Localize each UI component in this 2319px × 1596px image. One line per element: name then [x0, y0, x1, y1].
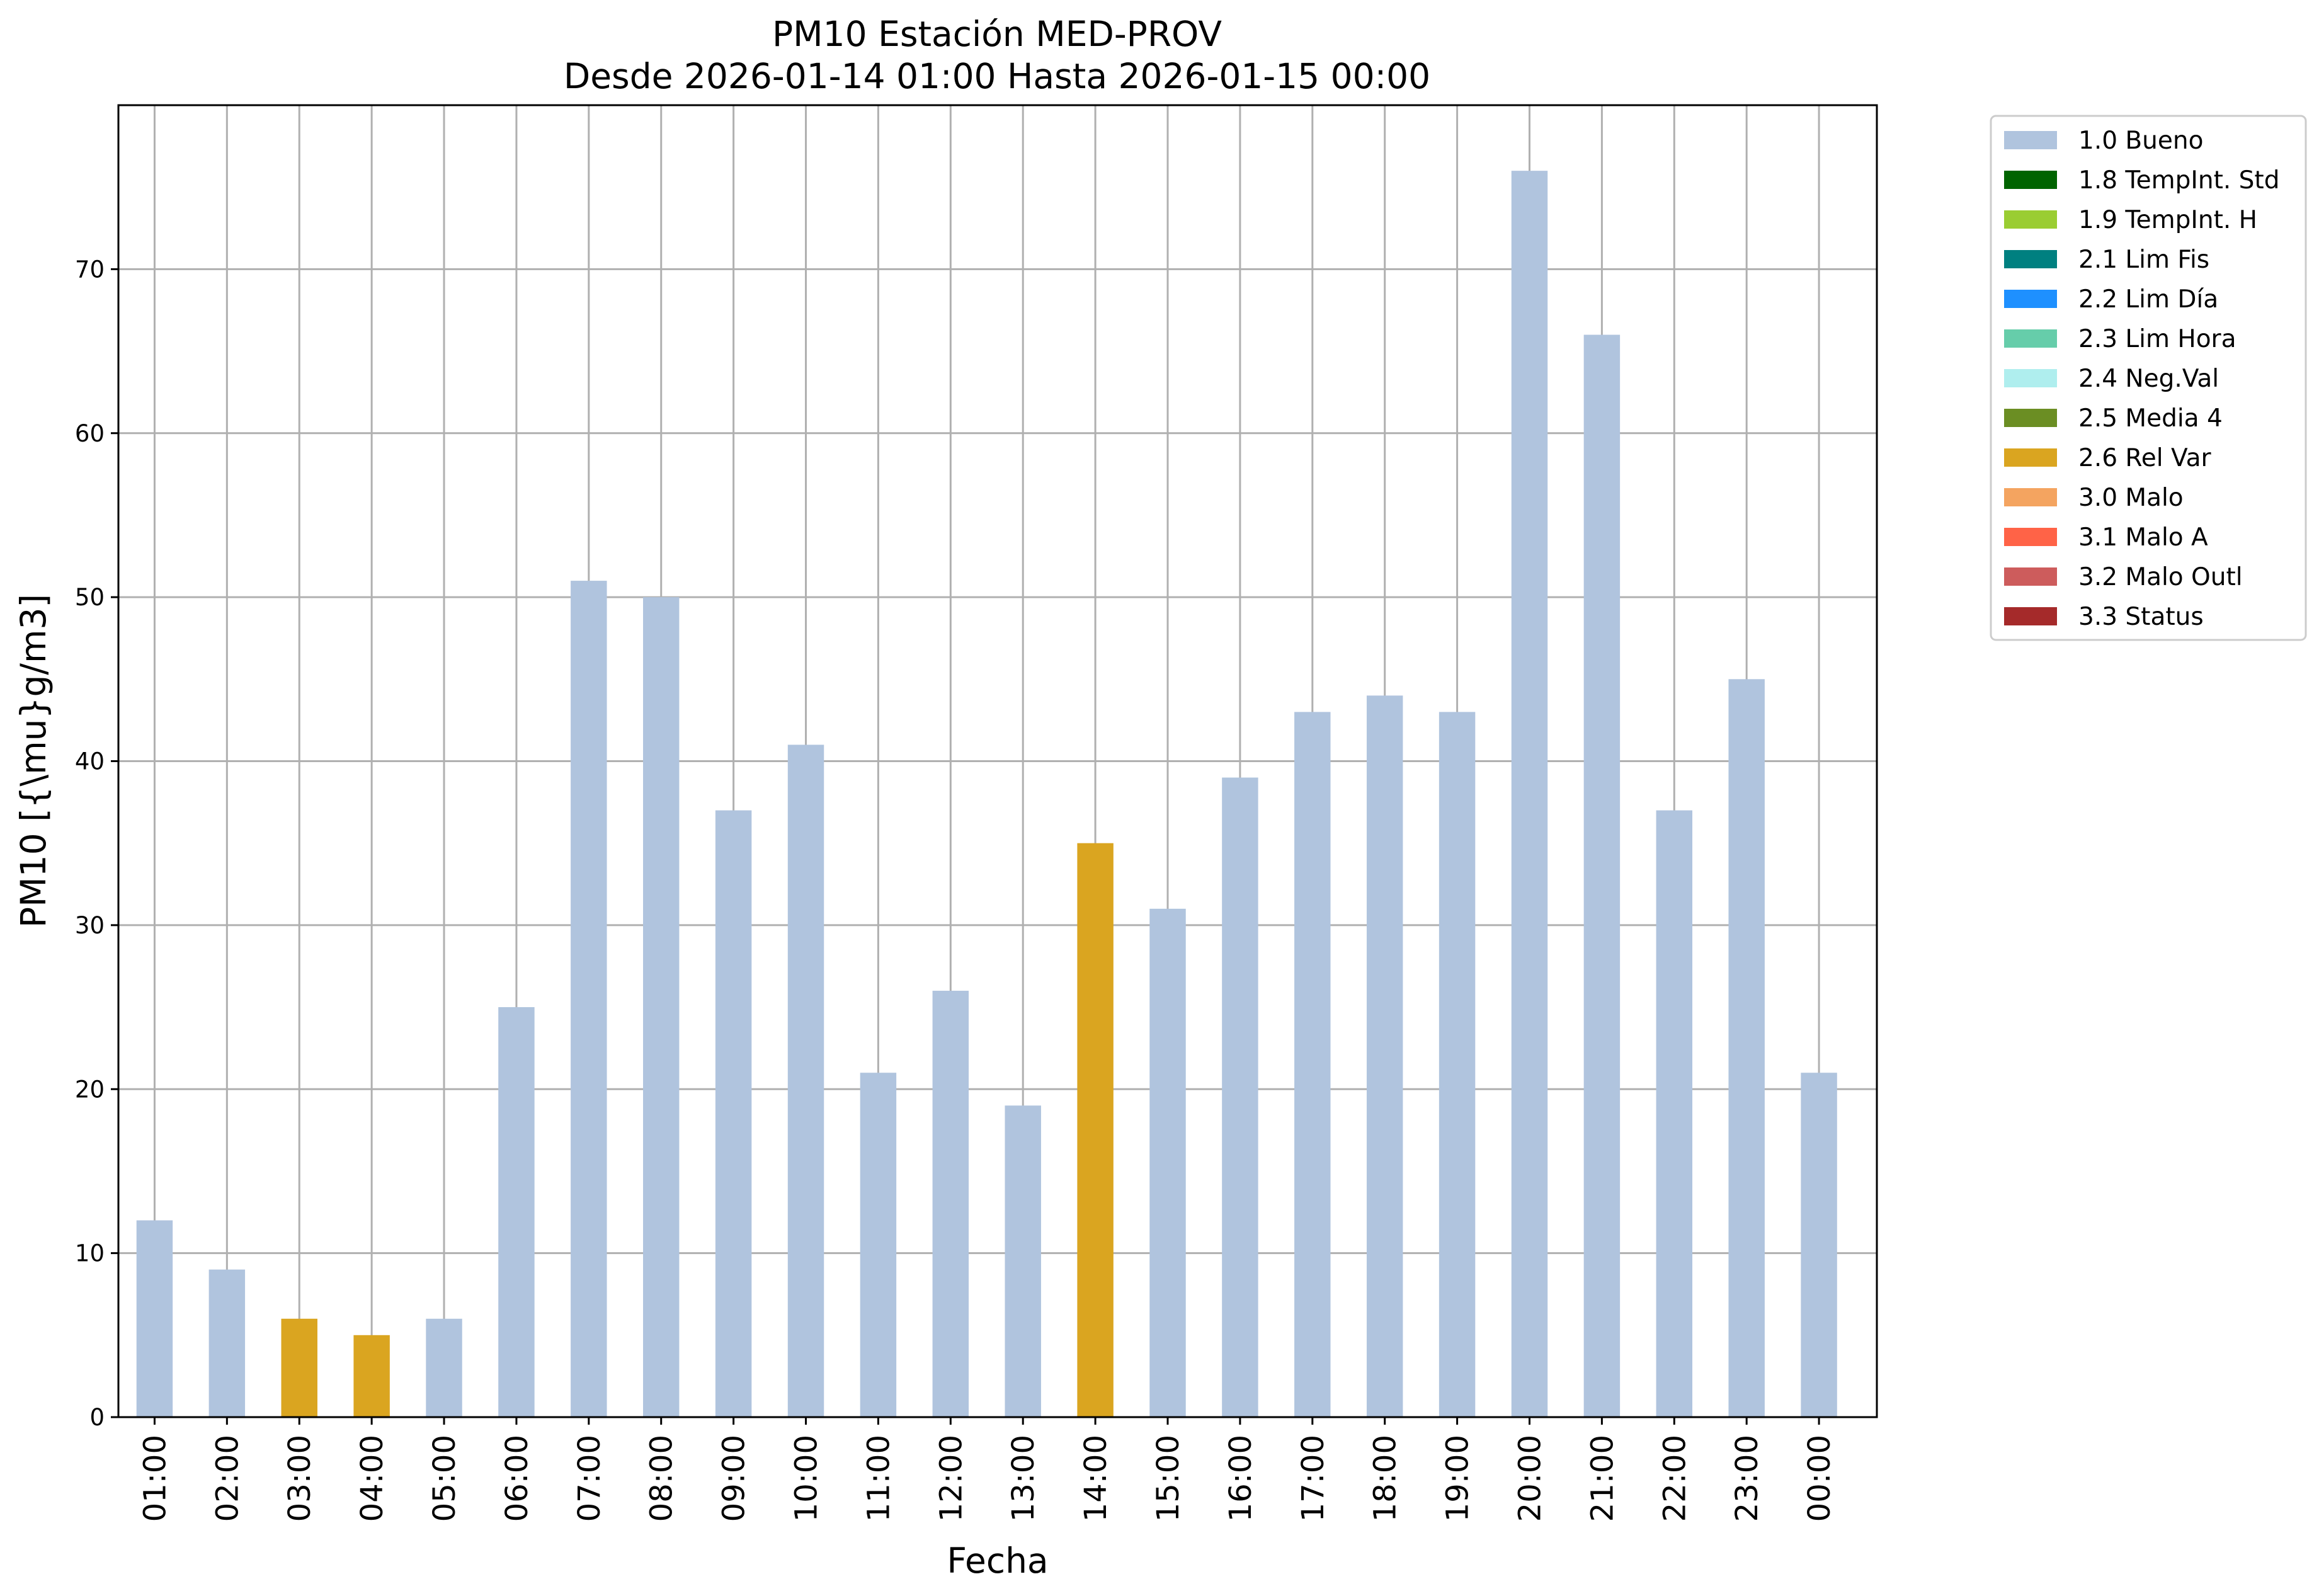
bar-1500 [1149, 908, 1186, 1417]
legend-swatch [2004, 567, 2057, 586]
bar-0600 [498, 1007, 535, 1417]
legend-swatch [2004, 250, 2057, 268]
bar-1600 [1222, 777, 1258, 1417]
legend-swatch [2004, 329, 2057, 348]
legend-label: 3.1 Malo A [2078, 523, 2208, 552]
bar-2000 [1511, 171, 1548, 1417]
legend-swatch [2004, 210, 2057, 229]
legend-label: 3.0 Malo [2078, 484, 2184, 512]
x-tick-label: 01:00 [137, 1435, 173, 1522]
legend-frame [1990, 115, 2307, 641]
y-tick-label: 70 [75, 256, 105, 283]
x-tick-label: 06:00 [499, 1435, 535, 1522]
bar-0200 [208, 1269, 246, 1417]
bar-1200 [932, 991, 969, 1417]
x-tick-label: 03:00 [282, 1435, 317, 1522]
bar-0000 [1801, 1073, 1837, 1417]
bars [136, 171, 1837, 1417]
x-tick-label: 19:00 [1440, 1435, 1476, 1522]
legend-swatch [2004, 131, 2057, 149]
x-tick-label: 05:00 [427, 1435, 462, 1522]
legend-swatch [2004, 171, 2057, 189]
legend-swatch [2004, 528, 2057, 546]
legend-swatch [2004, 607, 2057, 625]
legend-label: 2.2 Lim Día [2078, 285, 2218, 314]
legend-label: 2.3 Lim Hora [2078, 325, 2236, 353]
bar-1800 [1366, 695, 1403, 1417]
x-tick-label: 02:00 [210, 1435, 245, 1522]
y-tick-label: 20 [75, 1076, 105, 1103]
legend-swatch [2004, 290, 2057, 308]
legend-swatch [2004, 409, 2057, 427]
x-tick-label: 20:00 [1512, 1435, 1547, 1522]
x-tick-label: 08:00 [644, 1435, 680, 1522]
y-tick-label: 10 [75, 1240, 105, 1267]
bar-1700 [1294, 712, 1331, 1417]
plot-frame [117, 104, 1878, 1418]
x-tick-label: 18:00 [1368, 1435, 1403, 1522]
chart-subtitle: Desde 2026-01-14 01:00 Hasta 2026-01-15 … [564, 56, 1430, 96]
legend-label: 3.3 Status [2078, 603, 2204, 631]
bar-0100 [136, 1220, 173, 1417]
x-tick-label: 10:00 [789, 1435, 824, 1522]
bar-0300 [281, 1318, 317, 1417]
bar-0500 [426, 1318, 462, 1417]
y-tick-label: 30 [75, 912, 105, 939]
y-tick-label: 60 [75, 420, 105, 447]
x-tick-label: 23:00 [1729, 1435, 1765, 1522]
x-tick-label: 15:00 [1151, 1435, 1186, 1522]
y-tick-label: 0 [89, 1404, 105, 1431]
bar-2100 [1583, 334, 1621, 1417]
legend-label: 1.8 TempInt. Std [2078, 166, 2279, 195]
x-axis-ticks: 01:00 02:00 03:00 04:00 05:00 06:00 07:00 08:00… [137, 1417, 1837, 1522]
legend-label: 3.2 Malo Outl [2078, 563, 2243, 591]
bar-0700 [571, 581, 607, 1417]
legend-label: 2.4 Neg.Val [2078, 365, 2219, 393]
y-tick-label: 50 [75, 584, 105, 611]
legend-label: 1.9 TempInt. H [2078, 206, 2257, 234]
x-tick-label: 16:00 [1223, 1435, 1258, 1522]
y-tick-label: 40 [75, 748, 105, 775]
legend-label: 1.0 Bueno [2078, 127, 2203, 155]
bar-2200 [1656, 810, 1693, 1417]
x-tick-label: 00:00 [1802, 1435, 1837, 1522]
x-tick-label: 17:00 [1296, 1435, 1331, 1522]
x-tick-label: 09:00 [717, 1435, 752, 1522]
x-tick-label: 21:00 [1585, 1435, 1620, 1522]
legend-swatch [2004, 488, 2057, 506]
bar-2300 [1728, 679, 1765, 1417]
chart-title: PM10 Estación MED-PROV [772, 14, 1222, 54]
x-tick-label: 07:00 [572, 1435, 607, 1522]
bar-0400 [353, 1335, 390, 1417]
x-tick-label: 04:00 [355, 1435, 390, 1522]
bar-1000 [787, 744, 824, 1417]
x-tick-label: 14:00 [1078, 1435, 1114, 1522]
bar-1400 [1077, 843, 1114, 1417]
legend-swatch [2004, 369, 2057, 387]
x-tick-label: 11:00 [861, 1435, 896, 1522]
y-axis-ticks: 0 10 20 30 40 50 60 70 [75, 256, 118, 1431]
bar-0900 [715, 810, 752, 1417]
legend-label: 2.1 Lim Fis [2078, 246, 2209, 274]
bar-0800 [643, 597, 680, 1417]
legend-label: 2.5 Media 4 [2078, 404, 2223, 433]
legend: 1.0 Bueno 1.8 TempInt. Std 1.9 TempInt. H 2… [1990, 115, 2307, 641]
legend-label: 2.6 Rel Var [2078, 444, 2212, 472]
x-tick-label: 13:00 [1006, 1435, 1041, 1522]
y-axis-label: PM10 [{\mu}g/m3] [13, 594, 54, 928]
bar-1900 [1439, 712, 1476, 1417]
x-tick-label: 22:00 [1657, 1435, 1692, 1522]
x-tick-label: 12:00 [933, 1435, 969, 1522]
bar-1300 [1005, 1105, 1041, 1417]
bar-1100 [860, 1073, 897, 1417]
x-axis-label: Fecha [947, 1541, 1048, 1581]
legend-swatch [2004, 448, 2057, 467]
